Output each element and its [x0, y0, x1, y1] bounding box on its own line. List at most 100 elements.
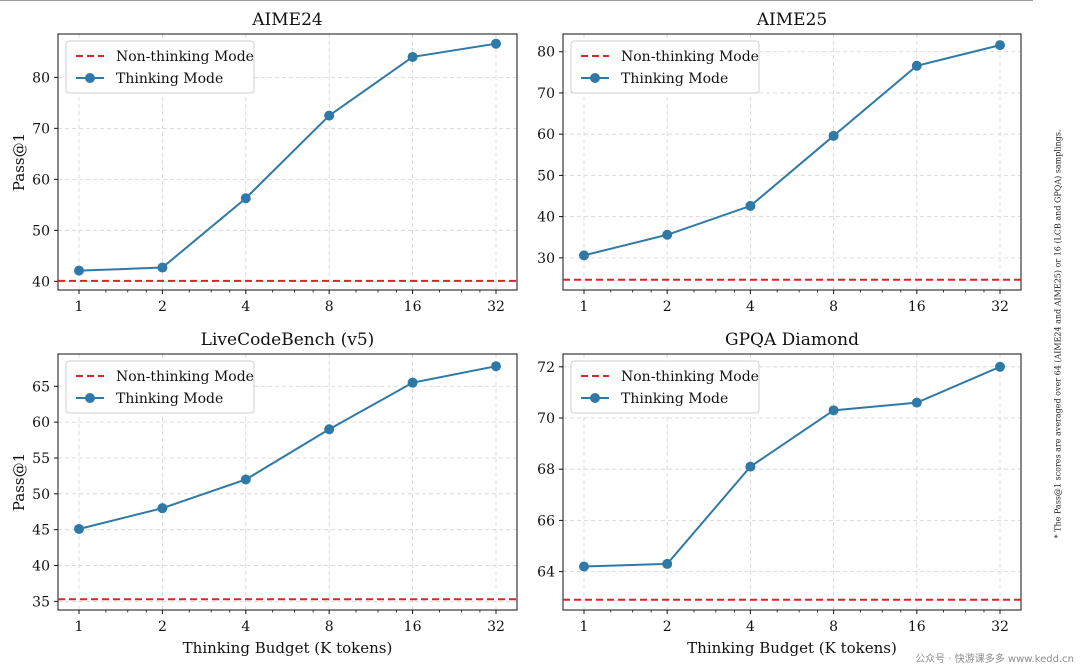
x-tick-label: 16: [908, 299, 926, 315]
y-tick-label: 50: [32, 487, 50, 503]
legend-box: [65, 40, 255, 94]
y-tick-label: 70: [32, 121, 50, 137]
thinking-mode-point: [157, 503, 168, 514]
x-tick-label: 8: [829, 299, 838, 315]
x-tick-label: 4: [746, 619, 755, 635]
y-tick-label: 70: [537, 411, 555, 427]
legend: Non-thinking Mode Thinking Mode: [65, 360, 255, 414]
x-tick-label: 2: [158, 619, 167, 635]
y-tick-label: 64: [537, 565, 555, 581]
chart-title: AIME25: [756, 10, 827, 30]
legend-box: [570, 360, 760, 414]
chart-panel-4: 1 2 4 8 16 32 64 66 68 70 72 GPQA Diamond Thinking B…: [537, 330, 1022, 657]
y-tick-label: 40: [32, 274, 50, 290]
legend-box: [570, 40, 760, 94]
y-tick-label: 40: [537, 210, 555, 226]
y-axis-label: Pass@1: [10, 133, 28, 191]
x-tick-label: 8: [829, 619, 838, 635]
x-tick-label: 32: [487, 619, 505, 635]
thinking-mode-point: [324, 110, 335, 121]
legend: Non-thinking Mode Thinking Mode: [570, 360, 760, 414]
thinking-mode-point: [745, 200, 756, 211]
x-tick-label: 8: [325, 619, 334, 635]
x-tick-label: 32: [991, 299, 1009, 315]
y-tick-label: 68: [537, 462, 555, 478]
top-rule: [0, 0, 1033, 1]
thinking-mode-point: [157, 262, 168, 273]
thinking-mode-point: [662, 558, 673, 569]
legend-label-nonthinking: Non-thinking Mode: [116, 49, 254, 65]
thinking-mode-point: [407, 51, 418, 62]
x-tick-label: 1: [75, 619, 84, 635]
plot-frame: [57, 33, 518, 291]
figure-footnote: * The Pass@1 scores are averaged over 64…: [1053, 129, 1063, 539]
y-tick-label: 80: [537, 45, 555, 61]
legend-marker-thinking: [85, 73, 95, 83]
chart-panel-1: 1 2 4 8 16 32 40 50 60 70 80 AIME24 Pass@1 Non-thinki…: [10, 10, 518, 315]
legend-marker-thinking: [590, 73, 600, 83]
y-tick-label: 45: [32, 523, 50, 539]
y-tick-label: 72: [537, 360, 555, 376]
x-axis-label: Thinking Budget (K tokens): [183, 639, 393, 657]
legend-label-thinking: Thinking Mode: [116, 71, 223, 87]
legend: Non-thinking Mode Thinking Mode: [570, 40, 760, 94]
plot-frame: [57, 353, 518, 611]
x-tick-label: 1: [580, 619, 589, 635]
y-tick-label: 40: [32, 559, 50, 575]
y-tick-label: 50: [32, 223, 50, 239]
y-tick-label: 70: [537, 86, 555, 102]
y-tick-label: 60: [537, 127, 555, 143]
chart-panel-2: 1 2 4 8 16 32 30 40 50 60 70 80 AIME25 Non-thinking M…: [537, 10, 1022, 315]
thinking-mode-point: [491, 38, 501, 49]
y-tick-label: 30: [537, 251, 555, 267]
y-tick-label: 60: [32, 415, 50, 431]
x-tick-label: 16: [908, 619, 926, 635]
legend-label-nonthinking: Non-thinking Mode: [116, 369, 254, 385]
thinking-mode-line: [78, 365, 497, 530]
chart-title: GPQA Diamond: [725, 330, 859, 350]
thinking-mode-point: [745, 461, 756, 472]
x-tick-label: 2: [663, 619, 672, 635]
plot-frame: [562, 353, 1022, 611]
x-axis-label: Thinking Budget (K tokens): [687, 639, 897, 657]
chart-title: LiveCodeBench (v5): [201, 330, 375, 350]
x-tick-label: 4: [746, 299, 755, 315]
legend-marker-thinking: [590, 393, 600, 403]
thinking-mode-point: [240, 474, 251, 485]
x-tick-label: 32: [991, 619, 1009, 635]
legend-marker-thinking: [85, 393, 95, 403]
legend: Non-thinking Mode Thinking Mode: [65, 40, 255, 94]
thinking-mode-point: [407, 377, 418, 388]
thinking-mode-point: [828, 130, 839, 141]
x-tick-label: 8: [325, 299, 334, 315]
x-tick-label: 1: [75, 299, 84, 315]
thinking-mode-point: [579, 561, 589, 572]
chart-title: AIME24: [251, 10, 322, 30]
legend-label-nonthinking: Non-thinking Mode: [621, 369, 759, 385]
x-tick-label: 1: [580, 299, 589, 315]
y-tick-label: 66: [537, 513, 555, 529]
thinking-mode-point: [74, 265, 84, 276]
legend-label-nonthinking: Non-thinking Mode: [621, 49, 759, 65]
thinking-mode-point: [995, 40, 1005, 51]
thinking-mode-point: [74, 523, 84, 534]
legend-box: [65, 360, 255, 414]
thinking-mode-point: [491, 361, 501, 372]
legend-label-thinking: Thinking Mode: [116, 391, 223, 407]
legend-label-thinking: Thinking Mode: [621, 391, 728, 407]
x-tick-label: 4: [241, 299, 250, 315]
y-axis-label: Pass@1: [10, 453, 28, 511]
thinking-mode-line: [78, 42, 497, 272]
thinking-mode-point: [324, 424, 335, 435]
y-tick-label: 65: [32, 379, 50, 395]
thinking-mode-point: [662, 229, 673, 240]
y-tick-label: 55: [32, 451, 50, 467]
y-tick-label: 50: [537, 168, 555, 184]
x-tick-label: 4: [241, 619, 250, 635]
thinking-mode-point: [828, 405, 839, 416]
thinking-mode-point: [995, 361, 1005, 372]
x-tick-label: 16: [404, 299, 422, 315]
x-tick-label: 32: [487, 299, 505, 315]
y-tick-label: 80: [32, 70, 50, 86]
